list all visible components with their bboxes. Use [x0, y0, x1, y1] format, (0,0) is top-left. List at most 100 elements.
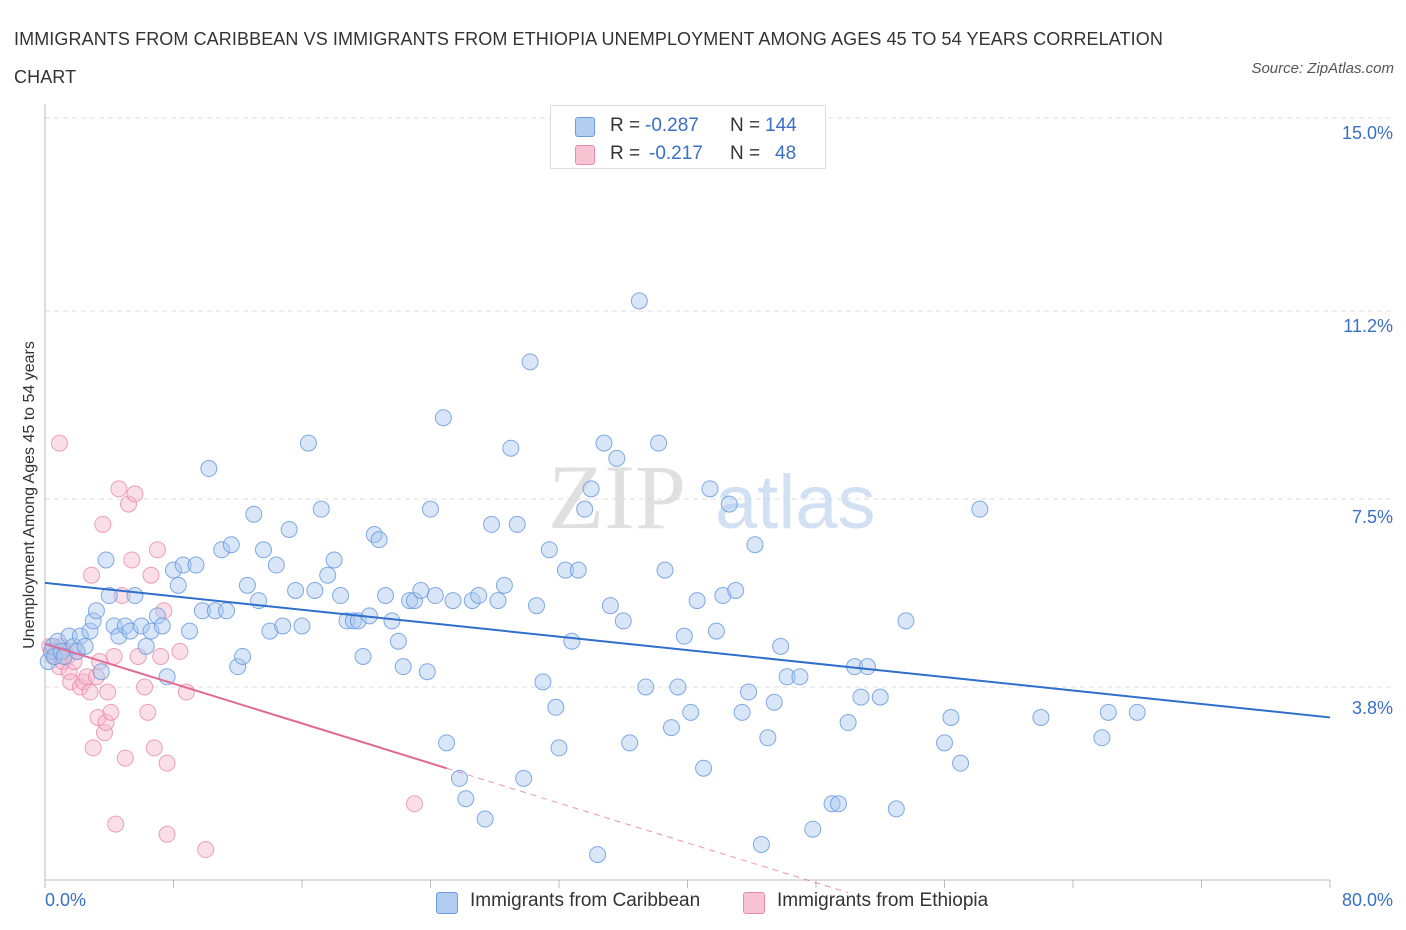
caribbean-point [595, 434, 613, 452]
legend-label: Immigrants from Caribbean [470, 890, 701, 911]
caribbean-point [76, 637, 94, 655]
ethiopia-point [94, 515, 112, 533]
caribbean-point [377, 587, 395, 605]
ethiopia-point [99, 683, 117, 701]
caribbean-point [476, 810, 494, 828]
caribbean-point [540, 541, 558, 559]
caribbean-point [858, 658, 876, 676]
caribbean-point [81, 622, 99, 640]
ethiopia-point [102, 703, 120, 721]
n-value: 144 [765, 115, 797, 136]
legend-label: Immigrants from Ethiopia [777, 890, 989, 911]
caribbean-point [720, 495, 738, 513]
caribbean-point [71, 627, 89, 645]
caribbean-point [608, 449, 626, 467]
caribbean-point [383, 612, 401, 630]
caribbean-point [274, 617, 292, 635]
caribbean-point [752, 835, 770, 853]
caribbean-point [601, 597, 619, 615]
caribbean-point [238, 576, 256, 594]
caribbean-point [630, 292, 648, 310]
caribbean-point [621, 734, 639, 752]
x-axis-max-label: 80.0% [1341, 890, 1393, 910]
caribbean-point [637, 678, 655, 696]
ethiopia-points [41, 434, 423, 859]
caribbean-point [495, 576, 513, 594]
ethiopia-point [148, 541, 166, 559]
caribbean-point [682, 703, 700, 721]
r-label: R = [610, 115, 641, 136]
caribbean-point [502, 439, 520, 457]
caribbean-point [418, 663, 436, 681]
caribbean-point [261, 622, 279, 640]
caribbean-point [839, 714, 857, 732]
caribbean-point [675, 627, 693, 645]
caribbean-point [650, 434, 668, 452]
caribbean-point [1099, 703, 1117, 721]
caribbean-point [952, 754, 970, 772]
ethiopia-point [152, 647, 170, 665]
caribbean-point [354, 647, 372, 665]
caribbean-point [669, 678, 687, 696]
caribbean-point [791, 668, 809, 686]
caribbean-point [823, 795, 841, 813]
caribbean-point [569, 561, 587, 579]
chart-title: IMMIGRANTS FROM CARIBBEAN VS IMMIGRANTS … [14, 29, 1163, 87]
caribbean-point [1093, 729, 1111, 747]
caribbean-point [444, 592, 462, 610]
caribbean-point [426, 587, 444, 605]
caribbean-point [110, 627, 128, 645]
caribbean-point [871, 688, 889, 706]
caribbean-point [126, 587, 144, 605]
caribbean-point [936, 734, 953, 752]
caribbean-point [394, 658, 412, 676]
caribbean-point [137, 637, 155, 655]
ethiopia-swatch [743, 892, 765, 914]
caribbean-point [733, 703, 751, 721]
caribbean-point [312, 500, 330, 518]
ethiopia-point [89, 708, 107, 726]
caribbean-point [84, 612, 102, 630]
caribbean-points [39, 292, 1146, 864]
ethiopia-point [120, 495, 138, 513]
ethiopia-point [116, 749, 134, 767]
caribbean-point [550, 739, 568, 757]
ethiopia-point [110, 480, 128, 498]
caribbean-point [132, 617, 150, 635]
ethiopia-point [139, 703, 157, 721]
y-tick-label-3-8: 3.8% [1351, 698, 1393, 718]
caribbean-point [434, 409, 452, 427]
caribbean-point [169, 576, 187, 594]
caribbean-point [547, 698, 565, 716]
caribbean-point [804, 820, 822, 838]
caribbean-point [887, 800, 905, 818]
caribbean-point [165, 561, 182, 579]
ethiopia-trend-line [44, 642, 447, 770]
ethiopia-point [145, 739, 163, 757]
caribbean-point [344, 612, 362, 630]
caribbean-point [213, 541, 231, 559]
ethiopia-point [83, 566, 101, 584]
caribbean-point [582, 480, 600, 498]
caribbean-point [153, 617, 171, 635]
caribbean-point [148, 607, 166, 625]
caribbean-point [405, 592, 423, 610]
caribbean-point [746, 536, 764, 554]
caribbean-point [100, 587, 118, 605]
ethiopia-point [75, 673, 93, 691]
caribbean-point [422, 500, 439, 518]
caribbean-point [515, 769, 533, 787]
caribbean-point [319, 566, 337, 584]
caribbean-trend-line [44, 581, 1331, 719]
caribbean-point [174, 556, 192, 574]
caribbean-point [332, 587, 350, 605]
caribbean-point [97, 551, 115, 569]
caribbean-point [121, 622, 139, 640]
caribbean-point [234, 647, 252, 665]
caribbean-point [740, 683, 758, 701]
caribbean-point [759, 729, 777, 747]
y-tick-label-15: 15.0% [1341, 123, 1393, 143]
caribbean-point [181, 622, 199, 640]
caribbean-point [254, 541, 272, 559]
caribbean-point [662, 719, 680, 737]
